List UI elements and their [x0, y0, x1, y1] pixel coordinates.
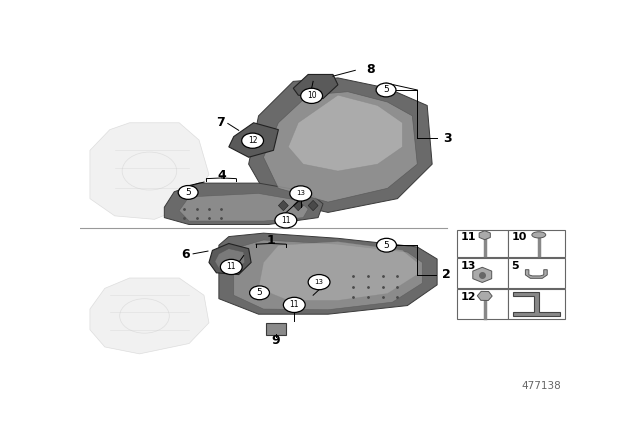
Polygon shape	[293, 74, 338, 99]
Circle shape	[275, 213, 297, 228]
Text: 5: 5	[185, 188, 191, 197]
Polygon shape	[525, 270, 547, 278]
Polygon shape	[229, 123, 278, 157]
Circle shape	[308, 275, 330, 290]
Polygon shape	[513, 293, 560, 316]
Bar	[457, 230, 508, 257]
Text: 11: 11	[227, 263, 236, 271]
Polygon shape	[234, 240, 422, 310]
Polygon shape	[264, 92, 417, 202]
Polygon shape	[308, 200, 318, 211]
Text: 4: 4	[217, 169, 226, 182]
Polygon shape	[209, 244, 251, 275]
Ellipse shape	[532, 232, 546, 238]
Text: 10: 10	[511, 233, 527, 242]
Polygon shape	[90, 123, 209, 220]
Text: 9: 9	[271, 334, 280, 347]
Polygon shape	[259, 242, 417, 301]
Polygon shape	[219, 233, 437, 314]
Text: 13: 13	[461, 261, 476, 271]
Text: 11: 11	[289, 301, 299, 310]
Text: 5: 5	[511, 261, 519, 271]
Polygon shape	[278, 200, 289, 211]
Text: 10: 10	[307, 91, 316, 100]
Polygon shape	[249, 78, 432, 212]
Polygon shape	[164, 183, 323, 224]
Polygon shape	[90, 278, 209, 354]
Polygon shape	[179, 194, 308, 221]
Circle shape	[178, 185, 198, 199]
Text: 3: 3	[443, 132, 451, 145]
Text: 5: 5	[257, 289, 262, 297]
Polygon shape	[293, 200, 303, 211]
FancyBboxPatch shape	[266, 323, 286, 335]
Text: 477138: 477138	[522, 381, 561, 391]
Text: 2: 2	[442, 268, 451, 281]
Text: 13: 13	[296, 190, 305, 197]
Text: 12: 12	[461, 292, 476, 302]
Text: 7: 7	[216, 116, 225, 129]
Bar	[457, 258, 508, 289]
Text: 11: 11	[461, 233, 476, 242]
Text: 5: 5	[383, 86, 389, 95]
Circle shape	[250, 286, 269, 300]
Text: 12: 12	[248, 136, 257, 145]
Circle shape	[284, 297, 305, 313]
Text: 11: 11	[281, 216, 291, 225]
Circle shape	[376, 238, 396, 252]
Polygon shape	[288, 95, 403, 171]
Circle shape	[376, 83, 396, 97]
Circle shape	[242, 133, 264, 148]
Polygon shape	[215, 249, 244, 271]
Circle shape	[301, 88, 323, 103]
Bar	[508, 230, 565, 257]
Circle shape	[290, 186, 312, 201]
Text: 6: 6	[181, 248, 190, 261]
Text: 1: 1	[267, 234, 275, 247]
Text: 5: 5	[383, 241, 389, 250]
Text: 8: 8	[366, 63, 374, 76]
Bar	[508, 258, 565, 289]
Bar	[457, 289, 508, 319]
Circle shape	[220, 259, 242, 275]
Text: 13: 13	[315, 279, 324, 285]
Bar	[508, 289, 565, 319]
